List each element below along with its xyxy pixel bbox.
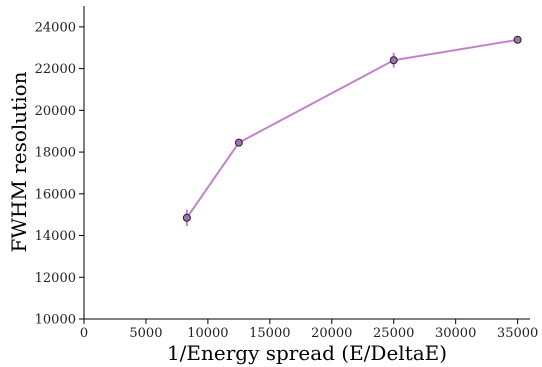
y-tick-label: 14000 [35,229,76,244]
x-tick-label: 5000 [129,326,162,341]
x-tick-label: 15000 [249,326,290,341]
x-tick-label: 0 [80,326,88,341]
data-point [513,35,522,44]
y-tick-label: 12000 [35,271,76,286]
x-tick-label: 20000 [311,326,352,341]
x-axis-label: 1/Energy spread (E/DeltaE) [167,341,447,365]
x-tick-label: 35000 [497,326,538,341]
data-point [234,138,243,147]
y-tick-label: 10000 [35,313,76,328]
ticks-layer: 0 5000 10000 15000 20000 25000 30000 35000 10000… [35,20,539,341]
y-tick-label: 16000 [35,187,76,202]
y-tick-label: 20000 [35,104,76,119]
x-tick-label: 10000 [187,326,228,341]
data-point [389,56,398,65]
y-tick-label: 18000 [35,146,76,161]
y-axis-label: FWHM resolution [7,71,31,252]
data-point [182,213,191,222]
x-tick-label: 30000 [435,326,476,341]
x-tick-label: 25000 [373,326,414,341]
y-tick-label: 22000 [35,62,76,77]
series-layer [182,35,522,227]
y-tick-label: 24000 [35,20,76,35]
series-line [186,38,518,219]
